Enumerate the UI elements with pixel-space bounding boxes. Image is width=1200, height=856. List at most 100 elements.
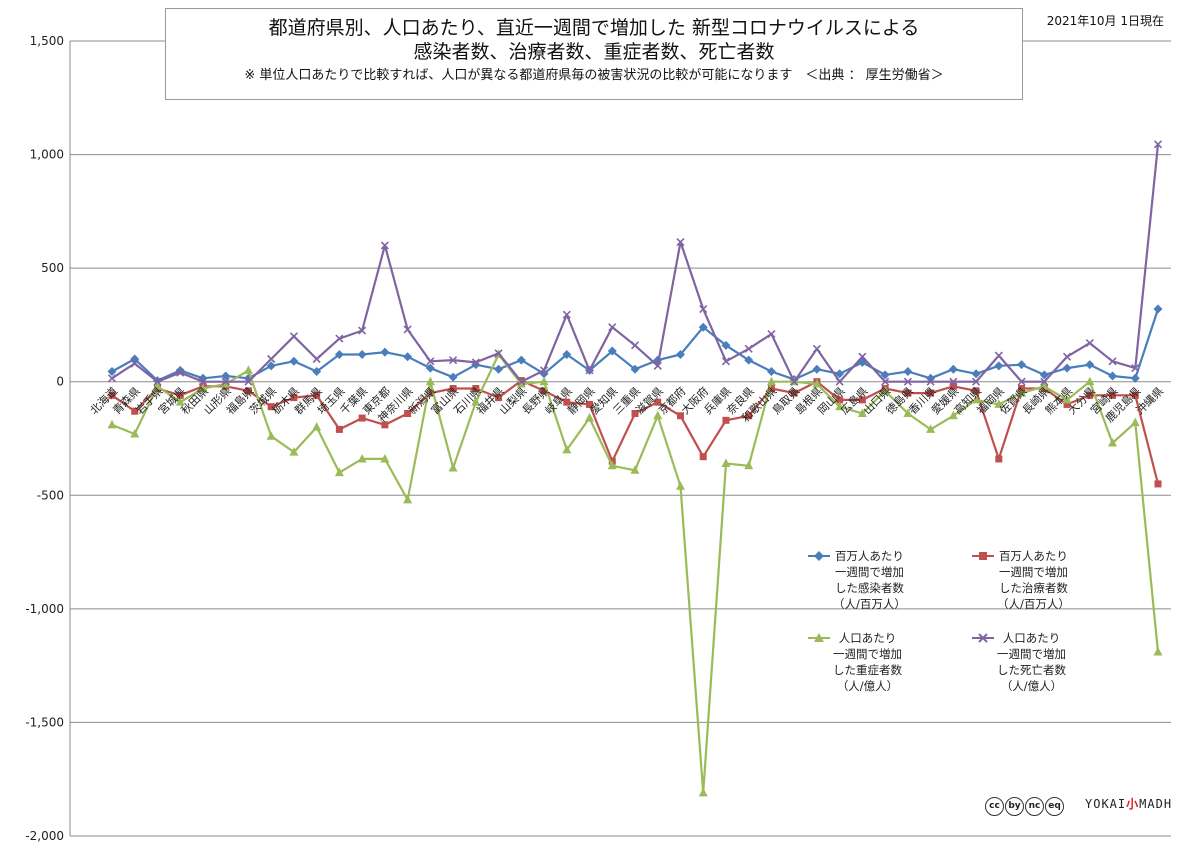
legend-item-deaths: 人口あたり 一週間で増加 した死亡者数 （人/億人）	[972, 630, 1066, 694]
data-point-s0-5	[221, 371, 231, 381]
data-point-s0-44	[1108, 371, 1118, 381]
chart-title-box: 都道府県別、人口あたり、直近一週間で増加した 新型コロナウイルスによる 感染者数…	[165, 8, 1023, 100]
legend-line: 一週間で増加	[833, 647, 902, 661]
axes: 1,500 1,000 500 0 -500 -1,000 -1,500 -2,000	[25, 34, 71, 843]
data-point-s3-22	[608, 323, 617, 332]
data-point-s1-6	[244, 387, 252, 395]
brand-mid: 小	[1126, 797, 1140, 811]
brand-left: YOKAI	[1085, 797, 1127, 811]
chart-note: ※ 単位人口あたりで比較すれば、人口が異なる都道府県毎の被害状況の比較が可能にな…	[244, 68, 944, 83]
series-lines	[107, 140, 1163, 797]
data-point-s1-20	[563, 398, 571, 406]
data-point-s1-23	[631, 410, 639, 418]
data-point-s1-15	[449, 385, 457, 393]
data-point-s0-46	[1153, 304, 1163, 314]
data-point-s2-22	[607, 460, 617, 470]
data-point-s2-38	[971, 394, 981, 404]
data-point-s1-43	[1086, 391, 1094, 399]
data-point-s1-1	[131, 407, 139, 415]
data-point-s3-5	[221, 377, 230, 386]
data-point-s0-38	[971, 369, 981, 379]
data-point-s2-39	[994, 399, 1004, 408]
data-point-s3-10	[335, 334, 344, 343]
data-point-s1-30	[790, 389, 798, 397]
data-point-s2-35	[903, 408, 913, 418]
y-tick-label: -2,000	[25, 829, 64, 843]
data-point-s1-33	[858, 396, 866, 404]
data-point-s1-8	[290, 394, 298, 402]
legend-marker-red-square-icon	[972, 552, 994, 560]
nd-license-icon: eq	[1045, 797, 1064, 816]
data-point-s0-31	[812, 364, 822, 374]
by-license-icon: by	[1005, 797, 1024, 816]
data-point-s3-46	[1153, 140, 1163, 149]
legend-line: した重症者数	[833, 663, 902, 677]
data-point-s2-1	[130, 428, 140, 438]
data-point-s0-13	[403, 352, 413, 362]
data-point-s3-34	[881, 377, 890, 386]
data-point-s0-37	[948, 364, 958, 374]
data-point-s2-12	[380, 453, 390, 463]
data-point-s2-11	[357, 453, 367, 463]
legend-line: 人口あたり	[838, 631, 897, 645]
data-point-s2-40	[1017, 388, 1027, 397]
data-point-s2-44	[1108, 438, 1118, 447]
legend-label-deaths: 人口あたり 一週間で増加 した死亡者数 （人/億人）	[997, 630, 1066, 694]
data-point-s3-41	[1040, 377, 1049, 386]
data-point-s2-46	[1153, 647, 1163, 656]
data-point-s1-11	[358, 414, 366, 422]
data-point-s3-44	[1108, 357, 1117, 366]
brand-right: MADH	[1139, 797, 1173, 811]
data-point-s2-23	[630, 465, 640, 474]
data-point-s2-4	[198, 383, 208, 393]
legend-marker-purple-x-icon	[972, 633, 994, 643]
data-point-s3-7	[267, 354, 276, 364]
data-point-s1-36	[927, 389, 935, 397]
data-point-s2-13	[403, 494, 413, 504]
data-point-s3-45	[1131, 364, 1140, 373]
data-point-s3-13	[403, 325, 412, 334]
data-point-s1-46	[1154, 480, 1162, 488]
data-point-s3-2	[153, 377, 162, 386]
legend-line: 一週間で増加	[834, 565, 904, 579]
brand-logo: YOKAI小MADH	[1085, 795, 1172, 812]
legend-line: （人/億人）	[836, 679, 899, 693]
data-point-s2-6	[243, 365, 253, 374]
data-point-s0-39	[994, 361, 1004, 371]
legend-line: （人/億人）	[1000, 679, 1063, 693]
data-point-s2-34	[880, 385, 890, 395]
data-point-s1-44	[1109, 391, 1117, 399]
data-point-s3-18	[517, 377, 526, 386]
data-point-s3-37	[949, 377, 958, 386]
data-point-s3-14	[426, 357, 435, 366]
data-point-s1-10	[335, 425, 343, 433]
data-point-s3-11	[358, 326, 367, 335]
legend-line: 一週間で増加	[998, 565, 1068, 579]
legend-label-severe: 人口あたり一週間で増加 した重症者数 （人/億人）	[833, 630, 902, 694]
data-point-s1-3	[176, 391, 184, 399]
data-point-s2-28	[744, 460, 754, 470]
legend-line: 一週間で増加	[997, 647, 1066, 661]
data-point-s2-41	[1039, 381, 1049, 390]
data-point-s1-39	[995, 455, 1003, 463]
data-point-s2-31	[812, 378, 822, 388]
data-point-s2-45	[1130, 417, 1140, 427]
data-point-s2-15	[448, 463, 458, 472]
data-point-s2-9	[312, 422, 322, 431]
legend-line: （人/百万人）	[997, 597, 1070, 611]
data-point-s1-7	[267, 403, 275, 411]
date-label: 2021年10月 1日現在	[1046, 14, 1164, 28]
data-point-s1-14	[426, 389, 434, 397]
data-point-s2-5	[221, 378, 231, 388]
data-point-s0-22	[607, 346, 617, 356]
data-point-s1-0	[108, 391, 116, 399]
data-point-s2-21	[585, 413, 595, 422]
cc-license-icon: cc	[985, 797, 1004, 816]
data-point-s0-25	[675, 349, 685, 359]
data-point-s0-45	[1130, 373, 1140, 383]
data-point-s0-18	[516, 355, 526, 365]
data-point-s3-8	[289, 332, 298, 341]
data-point-s0-28	[744, 355, 754, 365]
data-point-s3-43	[1085, 339, 1094, 348]
